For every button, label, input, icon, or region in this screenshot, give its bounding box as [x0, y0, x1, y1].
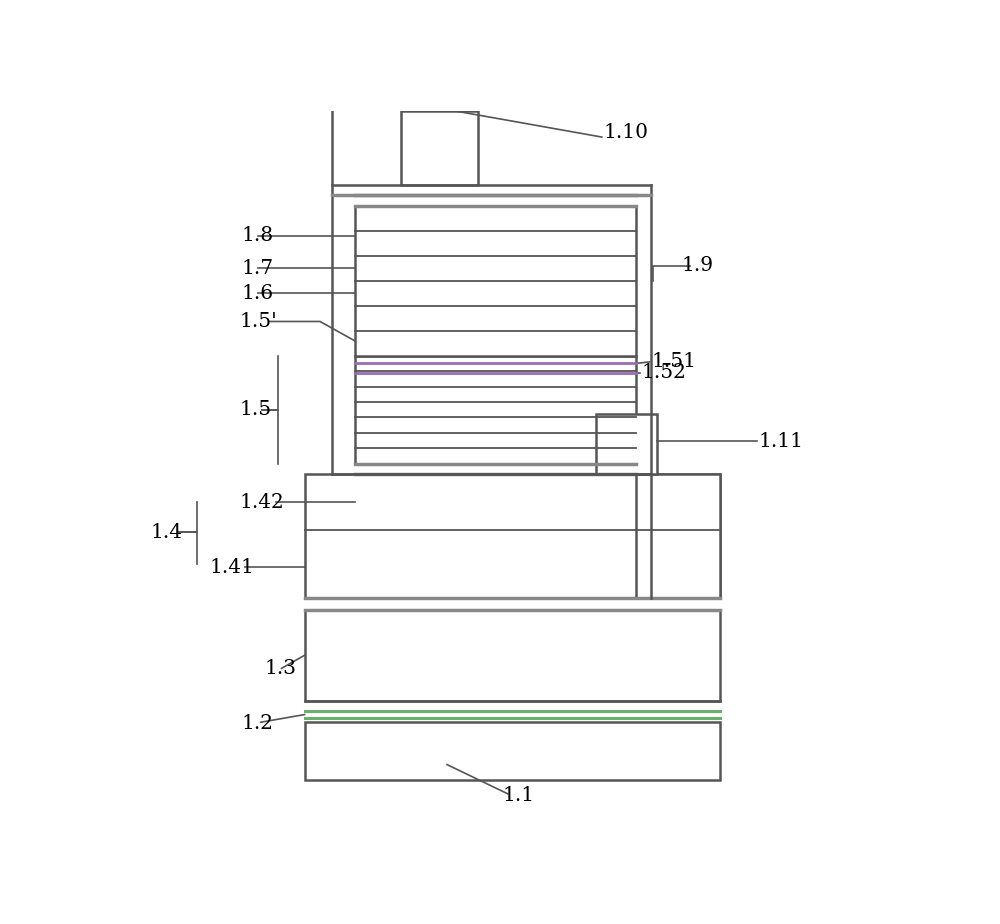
Text: 1.6: 1.6: [241, 284, 274, 303]
Text: 1.5': 1.5': [239, 312, 277, 331]
Bar: [305, 723, 720, 780]
Text: 1.42: 1.42: [239, 492, 284, 512]
Text: 1.10: 1.10: [603, 123, 648, 142]
Text: 1.2: 1.2: [241, 714, 273, 734]
Text: 1.8: 1.8: [241, 226, 274, 245]
Text: 1.7: 1.7: [241, 259, 274, 277]
Bar: [355, 356, 636, 464]
Text: 1.3: 1.3: [265, 659, 297, 678]
Text: 1.5: 1.5: [239, 400, 271, 419]
Text: 1.9: 1.9: [682, 256, 714, 275]
Bar: [636, 474, 720, 598]
Text: 1.41: 1.41: [210, 557, 255, 577]
Text: 1.11: 1.11: [759, 432, 804, 451]
Bar: [355, 206, 636, 356]
Text: 1.1: 1.1: [502, 786, 535, 805]
Bar: [596, 414, 657, 474]
Text: 1.4: 1.4: [151, 523, 183, 541]
Text: 1.52: 1.52: [642, 363, 687, 383]
Bar: [305, 610, 720, 700]
Text: 1.51: 1.51: [651, 352, 696, 371]
Bar: [305, 474, 720, 598]
Bar: [401, 111, 478, 185]
